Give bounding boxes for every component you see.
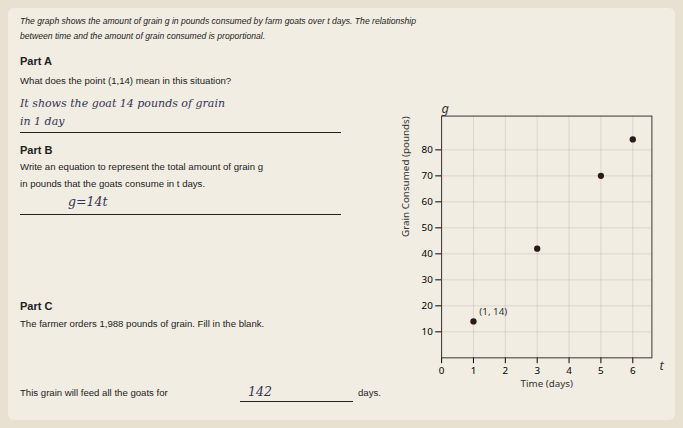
html-text:Write an equation to represent: Write an equation to represent the total…	[20, 161, 263, 172]
html-text:in pounds that the goats consu: in pounds that the goats consume in t da…	[20, 178, 206, 189]
svg-text:20: 20	[422, 299, 434, 312]
svg-text:3: 3	[534, 364, 540, 377]
svg-text:Time (days): Time (days)	[521, 377, 573, 390]
html-text:What does the point (1,14) mea: What does the point (1,14) mean in this …	[20, 75, 232, 86]
svg-text:30: 30	[422, 273, 434, 286]
svg-text:10: 10	[422, 325, 434, 338]
html-text:The graph shows the amount of: The graph shows the amount of grain g in…	[20, 16, 416, 26]
svg-text:t: t	[659, 356, 664, 374]
html-text:in 1 day: in 1 day	[20, 115, 65, 128]
svg-text:70: 70	[422, 169, 434, 182]
svg-text:50: 50	[422, 221, 434, 234]
svg-text:2: 2	[503, 364, 509, 377]
html-text:between time and the amount of: between time and the amount of grain con…	[20, 31, 266, 41]
html-text:Part B: Part B	[20, 144, 53, 156]
html-text:The farmer orders 1,988 pounds: The farmer orders 1,988 pounds of grain.…	[20, 318, 265, 329]
html-text:days.: days.	[358, 387, 381, 398]
svg-text:80: 80	[422, 143, 434, 156]
html-text:It shows the goat 14 pounds of: It shows the goat 14 pounds of grain	[20, 97, 225, 110]
html-text:142: 142	[248, 384, 272, 399]
html-text:g=14t: g=14t	[68, 194, 108, 209]
svg-text:60: 60	[422, 195, 434, 208]
svg-text:0: 0	[439, 364, 445, 377]
svg-text:g: g	[442, 99, 450, 117]
svg-text:4: 4	[566, 364, 572, 377]
svg-text:5: 5	[598, 364, 604, 377]
svg-text:(1, 14): (1, 14)	[479, 305, 507, 318]
html-text:Part C: Part C	[20, 300, 53, 312]
html-text:This grain will feed all the g: This grain will feed all the goats for	[20, 387, 168, 398]
svg-text:6: 6	[630, 364, 636, 377]
svg-text:Grain Consumed (pounds): Grain Consumed (pounds)	[399, 116, 412, 237]
svg-text:1: 1	[471, 364, 477, 377]
svg-text:40: 40	[422, 247, 434, 260]
html-text:Part A: Part A	[20, 55, 52, 67]
